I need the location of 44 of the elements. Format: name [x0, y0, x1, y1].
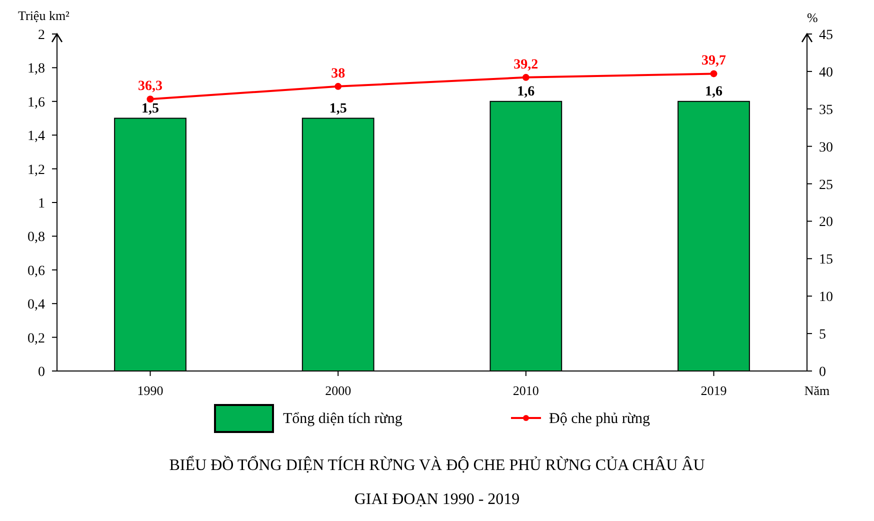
point [710, 70, 718, 78]
y2-tick-label: 0 [819, 365, 826, 380]
data-label: 1,6 [704, 84, 722, 100]
x-tick-label: 2000 [325, 383, 352, 398]
data-label: 39,7 [701, 54, 726, 69]
y2-tick-label: 35 [819, 102, 833, 118]
y-tick-label: 1,6 [28, 95, 45, 110]
y-tick-label: 1,8 [28, 62, 45, 77]
y-tick-label: 0,8 [28, 230, 45, 246]
legend-label: Độ che phủ rừng [549, 411, 651, 427]
y-tick-label: 0 [38, 365, 45, 380]
y-tick-label: 1 [38, 196, 45, 212]
legend-label: Tổng diện tích rừng [283, 411, 403, 427]
x-tick-label: 2019 [700, 383, 727, 398]
y2-tick-label: 5 [819, 328, 826, 343]
point [334, 82, 342, 90]
data-label: 1,6 [517, 84, 535, 100]
data-label: 36,3 [138, 79, 163, 94]
y-tick-label: 0,2 [28, 331, 45, 346]
point [522, 74, 530, 81]
y-axis-title: Triệu km² [18, 8, 70, 23]
y-tick-label: 0,6 [28, 264, 45, 279]
y2-tick-label: 30 [819, 140, 833, 156]
y-tick-label: 0,4 [28, 298, 45, 313]
y2-tick-label: 45 [819, 28, 833, 43]
y2-tick-label: 25 [819, 178, 833, 193]
text: BIỂU ĐỒ TỔNG DIỆN TÍCH RỪNG VÀ ĐỘ CHE PHỦ RỪNG CỦA CHÂU ÂU [169, 455, 706, 474]
data-label: 1,5 [142, 101, 160, 116]
x-tick-label: 1990 [137, 383, 164, 398]
y2-tick-label: 10 [819, 290, 833, 306]
y2-tick-label: 40 [819, 65, 833, 80]
x-tick-label: 2010 [512, 383, 539, 398]
y2-tick-label: 15 [819, 252, 833, 268]
y2-tick-label: 20 [819, 215, 833, 230]
data-label: 39,2 [514, 57, 538, 72]
text: GIAI ĐOẠN 1990 - 2019 [354, 491, 520, 508]
y-tick-label: 1,2 [28, 162, 45, 178]
y-tick-label: 2 [38, 28, 45, 43]
point [146, 96, 154, 103]
x-axis-title: Năm [804, 383, 830, 398]
data-label: 38 [331, 66, 346, 82]
data-label: 1,5 [329, 101, 347, 116]
y2-axis-title: % [807, 10, 818, 25]
y-tick-label: 1,4 [28, 129, 45, 144]
